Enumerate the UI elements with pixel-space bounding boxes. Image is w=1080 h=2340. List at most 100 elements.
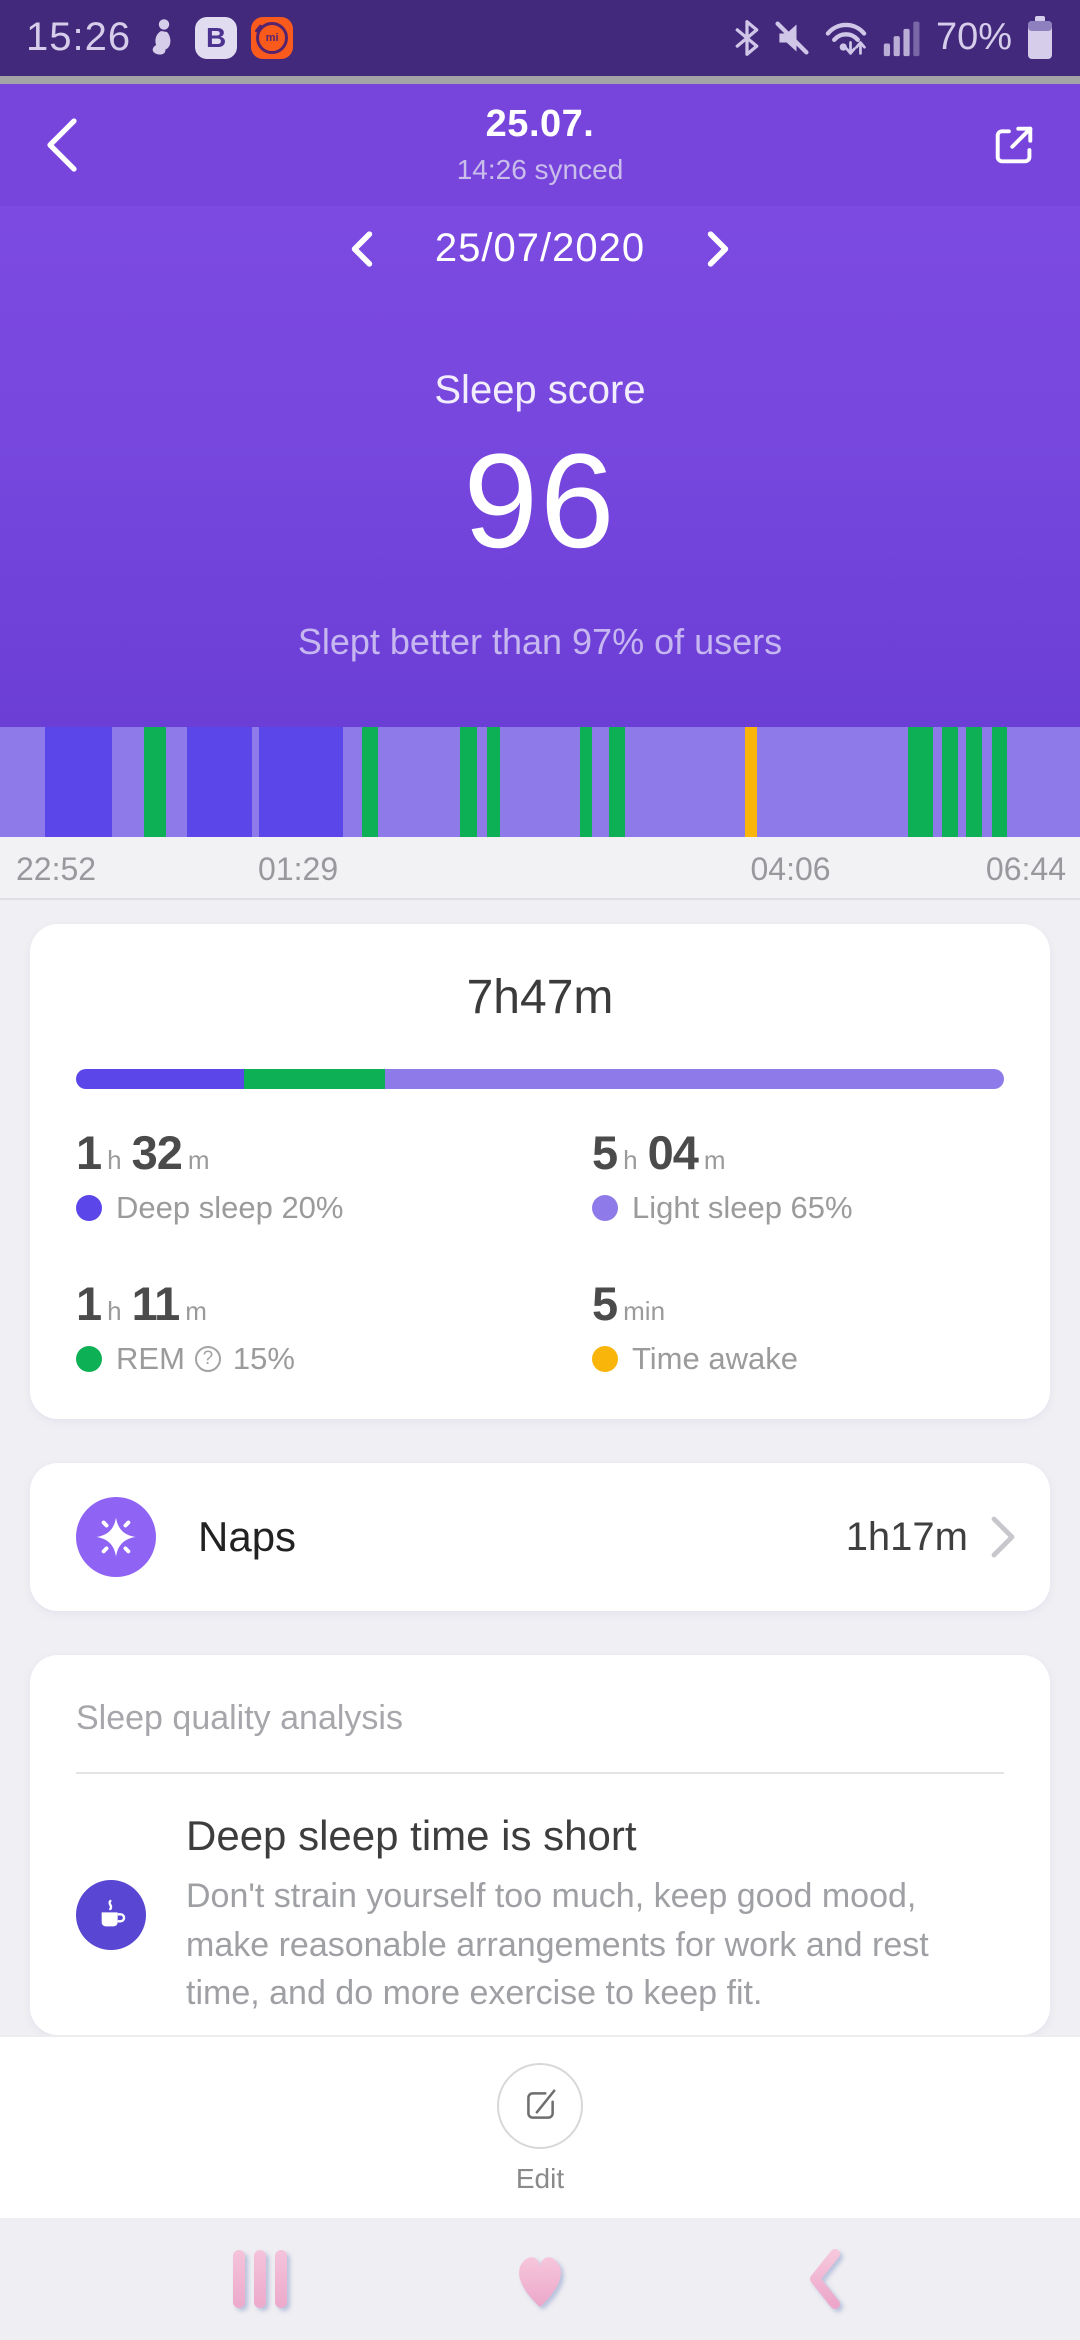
sleep-segment-light bbox=[112, 727, 144, 838]
sleep-segment-light bbox=[166, 727, 187, 838]
light-sleep-label: Light sleep 65% bbox=[632, 1190, 853, 1226]
naps-sparkle-icon bbox=[76, 1497, 156, 1578]
selected-date[interactable]: 25/07/2020 bbox=[434, 226, 646, 271]
stat-rem: 1 h 11 m REM ? 15% bbox=[76, 1277, 295, 1377]
prev-day-button[interactable] bbox=[349, 230, 375, 268]
rem-dot bbox=[76, 1346, 102, 1373]
mute-icon bbox=[774, 20, 810, 56]
sleep-summary-card: 7h47m 1 h 32 m Deep sleep 20% 5 h 04 m Light s… bbox=[30, 924, 1050, 1420]
sleep-segment-light bbox=[591, 727, 609, 838]
distribution-rem bbox=[243, 1069, 385, 1090]
stat-time-awake: 5 min Time awake bbox=[592, 1277, 798, 1377]
naps-label: Naps bbox=[198, 1513, 297, 1561]
heart-home-icon bbox=[519, 2257, 561, 2308]
sleep-segment-light bbox=[756, 727, 909, 838]
sleep-stages-chart[interactable] bbox=[0, 727, 1080, 838]
deep-sleep-dot bbox=[76, 1195, 102, 1222]
sleep-score-label: Sleep score bbox=[434, 367, 646, 412]
sleep-segment-light bbox=[625, 727, 746, 838]
sleep-segment-deep bbox=[186, 727, 252, 838]
awake-label: Time awake bbox=[632, 1341, 798, 1377]
notification-mifit-icon: mi bbox=[251, 16, 294, 59]
light-sleep-dot bbox=[592, 1195, 618, 1222]
analysis-headline: Deep sleep time is short bbox=[186, 1812, 637, 1860]
sleep-segment-light bbox=[957, 727, 967, 838]
mifit-icon-ring: mi bbox=[256, 21, 289, 54]
sleep-segment-rem bbox=[579, 727, 592, 838]
sleep-segment-rem bbox=[966, 727, 982, 838]
analysis-section-title: Sleep quality analysis bbox=[76, 1699, 403, 1738]
recents-icon bbox=[233, 2250, 287, 2309]
sleep-score-section: 25/07/2020 Sleep score 96 Slept better t… bbox=[0, 205, 1080, 728]
signal-icon bbox=[882, 18, 922, 58]
sleep-segment-awake bbox=[745, 727, 757, 838]
header-title-block: 25.07. 14:26 synced bbox=[0, 84, 1080, 206]
sleep-segment-rem bbox=[609, 727, 626, 838]
sleep-segment-rem bbox=[941, 727, 958, 838]
sleep-segment-rem bbox=[908, 727, 933, 838]
sleep-segment-rem bbox=[487, 727, 500, 838]
sleep-score-subtitle: Slept better than 97% of users bbox=[297, 620, 783, 662]
stat-light-sleep: 5 h 04 m Light sleep 65% bbox=[592, 1126, 853, 1226]
sleep-distribution-bar bbox=[76, 1069, 1004, 1090]
time-axis: 22:52 01:29 04:06 06:44 bbox=[0, 837, 1080, 901]
stat-deep-sleep: 1 h 32 m Deep sleep 20% bbox=[76, 1126, 344, 1226]
content-area: 7h47m 1 h 32 m Deep sleep 20% 5 h 04 m Light s… bbox=[0, 900, 1080, 2036]
awake-dot bbox=[592, 1346, 618, 1373]
back-button[interactable] bbox=[42, 117, 82, 173]
time-label: 04:06 bbox=[750, 851, 831, 888]
time-label: 01:29 bbox=[258, 851, 339, 888]
back-nav-icon bbox=[810, 2249, 840, 2310]
sync-status: 14:26 synced bbox=[456, 154, 624, 186]
header-date: 25.07. bbox=[485, 103, 595, 146]
chevron-right-icon bbox=[990, 1515, 1016, 1559]
sleep-segment-rem bbox=[992, 727, 1008, 838]
sleep-quality-card: Sleep quality analysis Deep sleep time i… bbox=[30, 1655, 1050, 2036]
battery-icon bbox=[1026, 15, 1054, 60]
home-nav-button[interactable] bbox=[492, 2218, 588, 2340]
app-header: 25.07. 14:26 synced bbox=[0, 83, 1080, 206]
sleep-segment-light bbox=[477, 727, 487, 838]
time-label: 22:52 bbox=[16, 851, 97, 888]
naps-duration: 1h17m bbox=[845, 1514, 968, 1559]
status-right: 70% bbox=[734, 15, 1054, 60]
status-bar: 15:26 B mi bbox=[0, 0, 1080, 76]
rem-label: REM bbox=[116, 1341, 185, 1377]
rem-help-icon[interactable]: ? bbox=[194, 1346, 221, 1373]
edit-button[interactable] bbox=[497, 2063, 583, 2150]
sleep-segment-light bbox=[499, 727, 580, 838]
sleep-score-value: 96 bbox=[463, 426, 617, 576]
clock: 15:26 bbox=[26, 15, 132, 60]
sleep-segment-deep bbox=[45, 727, 113, 838]
date-navigator: 25/07/2020 bbox=[0, 206, 1080, 292]
footer: Edit bbox=[0, 2035, 1080, 2219]
wifi-icon bbox=[824, 19, 868, 57]
sleep-segment-deep bbox=[259, 727, 344, 838]
analysis-tip: Deep sleep time is short Don't strain yo… bbox=[76, 1812, 1004, 2017]
edit-button-label: Edit bbox=[515, 2163, 565, 2195]
sleep-segment-light bbox=[0, 727, 46, 838]
next-day-button[interactable] bbox=[705, 230, 731, 268]
sleep-segment-light bbox=[1007, 727, 1080, 838]
battery-percent: 70% bbox=[935, 16, 1012, 59]
sleep-segment-rem bbox=[361, 727, 378, 838]
sleep-segment-light bbox=[981, 727, 993, 838]
sleep-segment-light bbox=[251, 727, 260, 838]
analysis-body: Don't strain yourself too much, keep goo… bbox=[186, 1877, 929, 2012]
sleep-segment-light bbox=[377, 727, 461, 838]
coffee-cup-icon bbox=[76, 1879, 146, 1950]
status-left: 15:26 B mi bbox=[26, 15, 294, 60]
time-label: 06:44 bbox=[985, 851, 1066, 888]
sleep-segment-light bbox=[343, 727, 362, 838]
share-button[interactable] bbox=[990, 121, 1038, 169]
back-nav-button[interactable] bbox=[776, 2218, 872, 2340]
notification-b-icon: B bbox=[195, 16, 238, 59]
recents-nav-button[interactable] bbox=[212, 2218, 308, 2340]
naps-row[interactable]: Naps 1h17m bbox=[30, 1463, 1050, 1612]
bluetooth-icon bbox=[734, 19, 760, 57]
total-sleep-duration: 7h47m bbox=[466, 971, 614, 1025]
sleep-segment-rem bbox=[460, 727, 478, 838]
rem-percent: 15% bbox=[232, 1341, 295, 1377]
distribution-deep bbox=[76, 1069, 244, 1090]
